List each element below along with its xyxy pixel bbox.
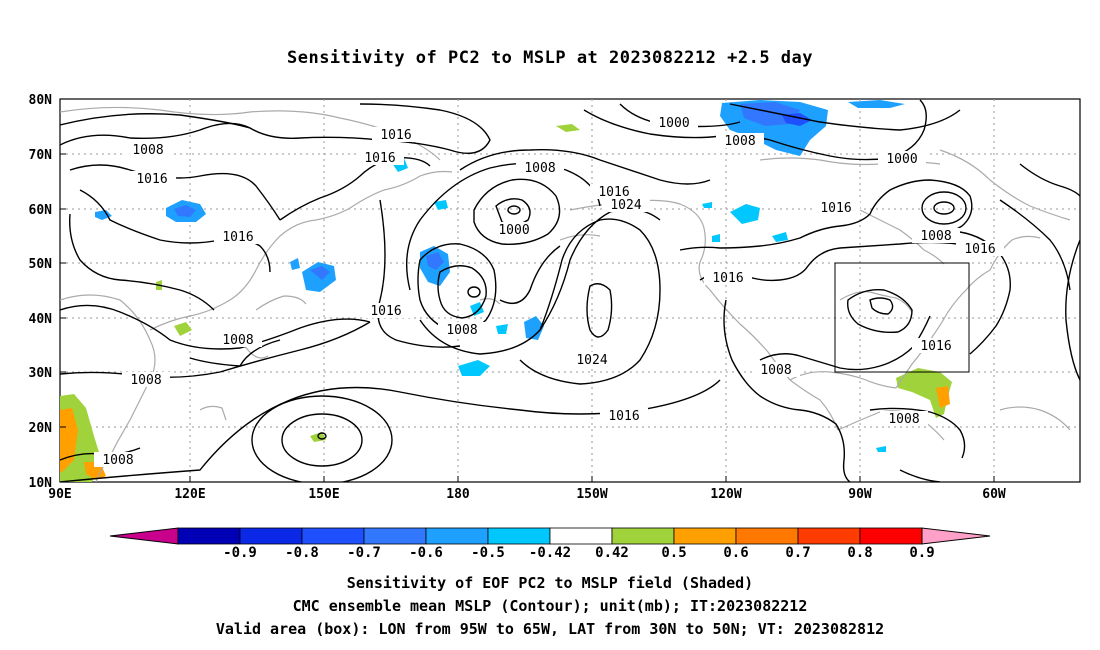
lon-label-120w: 120W (710, 487, 741, 502)
colorbar-label: -0.9 (223, 545, 257, 561)
contour-label: 1000 (498, 223, 529, 238)
contour-label: 1008 (446, 323, 477, 338)
colorbar-label: -0.8 (285, 545, 319, 561)
contour-label: 1016 (222, 230, 253, 245)
lon-label-90e: 90E (48, 487, 71, 502)
lon-label-150w: 150W (576, 487, 607, 502)
contour-label: 1016 (370, 304, 401, 319)
colorbar-label: 0.5 (661, 545, 686, 561)
colorbar-cell (363, 527, 427, 545)
mslp-contours (60, 99, 1080, 482)
lon-label-120e: 120E (174, 487, 205, 502)
contour-label: 1016 (608, 409, 639, 424)
chart-title: Sensitivity of PC2 to MSLP at 2023082212… (286, 48, 813, 68)
contour-label: 1008 (724, 134, 755, 149)
contour-label: 1008 (102, 453, 133, 468)
colorbar-label: -0.42 (529, 545, 571, 561)
contour-label: 1016 (712, 271, 743, 286)
grid-lines (60, 99, 1080, 482)
lat-label-70n: 70N (29, 148, 53, 163)
colorbar-cell (487, 527, 551, 545)
valid-area-box (834, 262, 970, 373)
contour-label: 1008 (920, 229, 951, 244)
latitude-labels: 80N 70N 60N 50N 40N 30N 20N 10N (29, 93, 53, 491)
caption-line-2: CMC ensemble mean MSLP (Contour); unit(m… (292, 597, 808, 615)
contour-label: 1016 (136, 172, 167, 187)
colorbar-label: 0.7 (785, 545, 810, 561)
colorbar-cell (859, 527, 923, 545)
colorbar-cell (797, 527, 861, 545)
lon-label-60w: 60W (982, 487, 1006, 502)
contour-labels: 1016 1016 1008 1016 1016 1008 1000 1016 … (94, 115, 1004, 468)
contour-label: 1016 (964, 242, 995, 257)
colorbar-label: -0.5 (471, 545, 505, 561)
colorbar-cell (611, 527, 675, 545)
sensitivity-shading (60, 100, 952, 482)
colorbar-label: 0.9 (909, 545, 934, 561)
contour-label: 1008 (524, 161, 555, 176)
colorbar-cell (735, 527, 799, 545)
contour-label: 1008 (130, 373, 161, 388)
contour-label: 1016 (364, 151, 395, 166)
contour-label: 1016 (820, 201, 851, 216)
contour-label: 1008 (760, 363, 791, 378)
contour-label: 1008 (132, 143, 163, 158)
lon-label-180: 180 (446, 487, 470, 502)
contour-label: 1008 (888, 412, 919, 427)
colorbar-high-triangle (921, 527, 991, 545)
lat-label-10n: 10N (29, 476, 53, 491)
lon-label-90w: 90W (848, 487, 872, 502)
colorbar-cell (673, 527, 737, 545)
longitude-labels: 90E 120E 150E 180 150W 120W 90W 60W (48, 487, 1006, 502)
colorbar-label: 0.8 (847, 545, 872, 561)
colorbar-low-triangle (109, 527, 179, 545)
contour-label: 1016 (598, 185, 629, 200)
colorbar-label: -0.6 (409, 545, 443, 561)
colorbar-cell (239, 527, 303, 545)
lat-label-80n: 80N (29, 93, 53, 108)
lon-label-150e: 150E (308, 487, 339, 502)
contour-label: 1016 (920, 339, 951, 354)
lat-label-60n: 60N (29, 203, 53, 218)
lat-label-50n: 50N (29, 257, 53, 272)
colorbar-label: 0.6 (723, 545, 748, 561)
axis-ticks (60, 98, 995, 483)
caption-line-3: Valid area (box): LON from 95W to 65W, L… (215, 620, 885, 638)
colorbar-cell (549, 527, 613, 545)
contour-label: 1024 (576, 353, 607, 368)
lat-label-30n: 30N (29, 366, 53, 381)
lat-label-20n: 20N (29, 421, 53, 436)
contour-label: 1024 (610, 198, 641, 213)
colorbar-cell (301, 527, 365, 545)
contour-label: 1000 (658, 116, 689, 131)
contour-label: 1000 (886, 152, 917, 167)
colorbar-label: -0.7 (347, 545, 381, 561)
colorbar: -0.9 -0.8 -0.7 -0.6 -0.5 -0.42 0.42 0.5 0.6 0.7 0.… (109, 527, 991, 561)
contour-label: 1016 (380, 128, 411, 143)
caption-line-1: Sensitivity of EOF PC2 to MSLP field (Sh… (346, 574, 754, 592)
colorbar-cell (177, 527, 241, 545)
colorbar-label: 0.42 (595, 545, 629, 561)
lat-label-40n: 40N (29, 312, 53, 327)
colorbar-cell (425, 527, 489, 545)
contour-label: 1008 (222, 333, 253, 348)
